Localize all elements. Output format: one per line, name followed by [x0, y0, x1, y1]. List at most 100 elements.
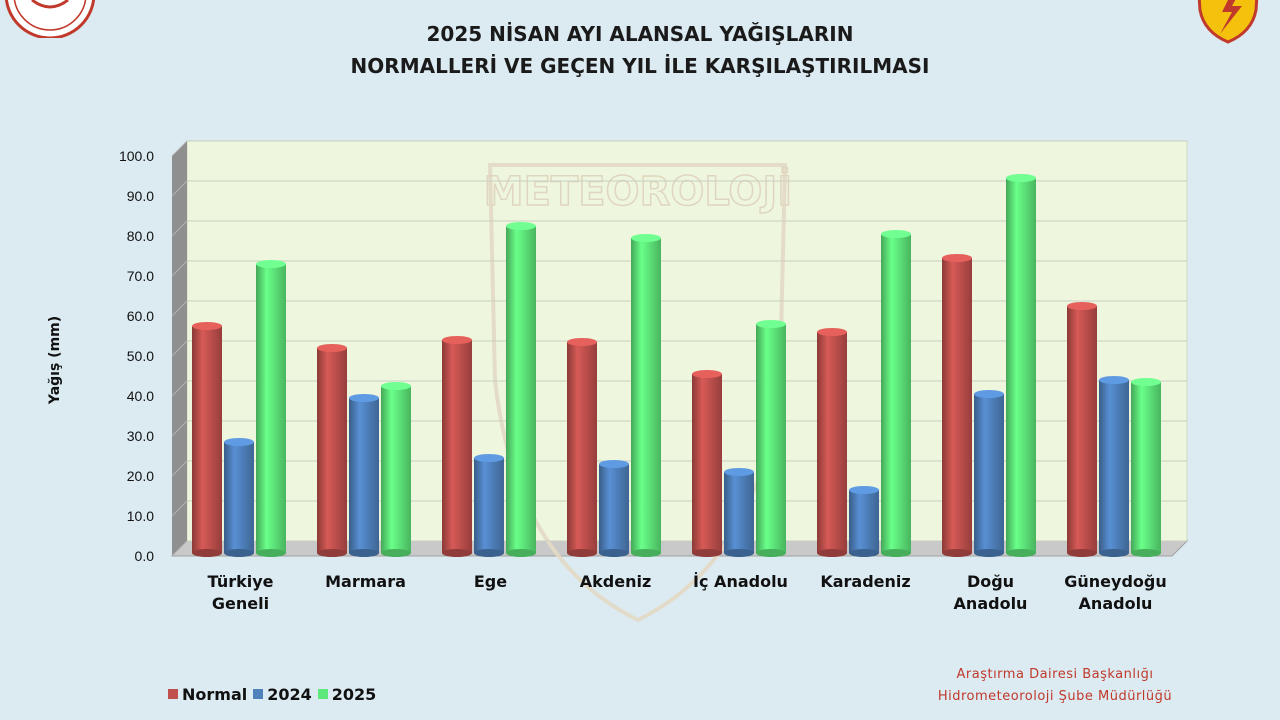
bar-cap: [756, 320, 786, 328]
bar-body: [849, 490, 879, 553]
x-tick-label: Anadolu: [1079, 594, 1153, 613]
bar-body: [599, 464, 629, 553]
legend-item: 2025: [317, 684, 377, 704]
legend-label: Normal: [182, 684, 248, 704]
x-tick-label: Marmara: [325, 572, 406, 591]
y-tick-label: 90.0: [127, 188, 154, 204]
bar: [817, 328, 847, 557]
gridline-side: [171, 540, 188, 557]
y-axis-label: Yağış (mm): [47, 315, 63, 405]
bar: [1006, 174, 1036, 557]
bar: [692, 370, 722, 557]
bar-base: [349, 549, 379, 557]
bar: [1067, 302, 1097, 557]
bar-cap: [1006, 174, 1036, 182]
gridline-side: [171, 220, 188, 237]
bars: [192, 174, 1161, 557]
y-tick-label: 70.0: [127, 268, 154, 284]
bar: [506, 222, 536, 557]
bar-body: [942, 258, 972, 553]
bar: [974, 390, 1004, 557]
bar: [849, 486, 879, 557]
y-tick-label: 40.0: [127, 388, 154, 404]
legend-item: 2024: [253, 685, 312, 704]
ministry-seal-logo: [2, 0, 98, 40]
bar-cap: [192, 322, 222, 330]
bar-base: [724, 549, 754, 557]
bar-base: [631, 549, 661, 557]
x-tick-label: Doğu: [967, 572, 1014, 591]
bar: [724, 468, 754, 557]
bar-base: [317, 549, 347, 557]
legend-swatch: [317, 689, 328, 699]
bar-base: [381, 549, 411, 557]
footer-credit: Araştırma Dairesi Başkanlığı Hidrometeor…: [900, 664, 1210, 708]
gridline-side: [171, 260, 188, 277]
bar-body: [224, 442, 254, 553]
bar-base: [506, 549, 536, 557]
y-tick-label: 80.0: [127, 228, 154, 244]
bar-body: [442, 340, 472, 553]
bar-base: [974, 549, 1004, 557]
bar-body: [1099, 380, 1129, 553]
bar: [349, 394, 379, 557]
bar: [1131, 378, 1161, 557]
gridline-side: [171, 340, 188, 357]
bar-base: [1099, 549, 1129, 557]
legend-item: Normal: [168, 685, 247, 704]
bar-body: [881, 234, 911, 553]
bar: [474, 454, 504, 557]
bar-base: [692, 549, 722, 557]
bar-cap: [349, 394, 379, 402]
bar: [442, 336, 472, 557]
footer-line2: Hidrometeoroloji Şube Müdürlüğü: [937, 689, 1173, 704]
chart-title-line2: NORMALLERİ VE GEÇEN YIL İLE KARŞILAŞTIRI…: [350, 54, 930, 78]
bar-cap: [942, 254, 972, 262]
bar-base: [942, 549, 972, 557]
bar: [599, 460, 629, 557]
bar-cap: [599, 460, 629, 468]
bar-body: [692, 374, 722, 553]
bar-cap: [724, 468, 754, 476]
bar: [881, 230, 911, 557]
x-tick-label: Türkiye: [207, 572, 273, 591]
watermark-text: METEOROLOJİ: [484, 167, 792, 215]
y-tick-label: 50.0: [127, 348, 154, 364]
bar-cap: [1131, 378, 1161, 386]
gridline-side: [171, 460, 188, 477]
legend-label: 2025: [331, 684, 377, 704]
bar-cap: [381, 382, 411, 390]
footer-line1: Araştırma Dairesi Başkanlığı: [956, 667, 1154, 682]
bar-body: [1067, 306, 1097, 553]
x-axis-labels: Türkiye Geneli Marmara Ege Akdeniz İç Anadolu…: [207, 572, 1166, 613]
y-tick-label: 20.0: [127, 468, 154, 484]
x-tick-label: İç Anadolu: [693, 572, 788, 591]
legend-label: 2024: [267, 684, 312, 704]
gridline-side: [171, 140, 188, 157]
x-tick-label: Karadeniz: [820, 572, 910, 591]
bar-cap: [442, 336, 472, 344]
bar-cap: [974, 390, 1004, 398]
legend-swatch: [168, 689, 178, 699]
bar: [756, 320, 786, 557]
chart-legend: Normal 2024 2025: [168, 684, 382, 704]
gridline-side: [171, 380, 188, 397]
bar-base: [1006, 549, 1036, 557]
bar-body: [192, 326, 222, 553]
bar-body: [756, 324, 786, 553]
bar-body: [974, 394, 1004, 553]
bar-base: [224, 549, 254, 557]
gridline-side: [171, 500, 188, 517]
y-tick-label: 0.0: [135, 548, 155, 564]
y-axis-ticks: 0.0 10.0 20.0 30.0 40.0 50.0 60.0 70.0 80.0 90.0 1…: [119, 148, 154, 564]
bar: [317, 344, 347, 557]
x-tick-label: Ege: [474, 572, 507, 591]
bar-cap: [631, 234, 661, 242]
bar-base: [1131, 549, 1161, 557]
bar-base: [256, 549, 286, 557]
bar-body: [506, 226, 536, 553]
bar-base: [817, 549, 847, 557]
bar-body: [381, 386, 411, 553]
bar: [567, 338, 597, 557]
bar-body: [1131, 382, 1161, 553]
